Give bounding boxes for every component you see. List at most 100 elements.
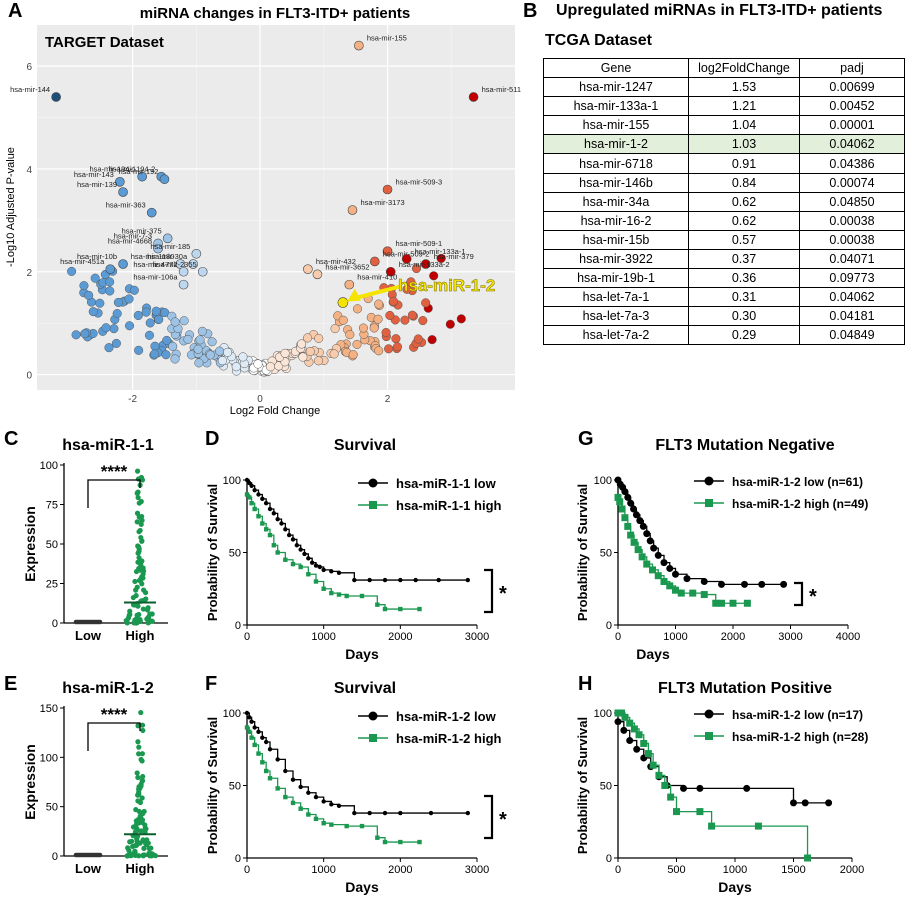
survival-point <box>700 591 708 599</box>
survival-point <box>636 517 644 525</box>
high-group-point <box>141 808 147 815</box>
high-group-point <box>127 608 133 614</box>
panel-letter-h: H <box>578 673 593 695</box>
high-group-point <box>139 817 146 823</box>
panel-letter-e: E <box>4 673 18 695</box>
high-group-point <box>136 820 142 826</box>
point-label: hsa-mir-194-1 <box>89 165 136 174</box>
x-category-label: High <box>126 628 155 643</box>
data-point <box>80 329 90 339</box>
y-tick-label: 0 <box>52 618 58 630</box>
panel-letter-f: F <box>205 673 218 695</box>
survival-point <box>249 735 254 740</box>
survival-point <box>428 810 434 816</box>
survival-point <box>336 592 342 597</box>
data-point <box>179 316 189 326</box>
survival-point <box>263 501 269 506</box>
y-axis-title: Probability of Survival <box>205 717 220 854</box>
survival-point <box>352 810 357 816</box>
survival-point <box>317 564 323 570</box>
point-label: hsa-mir-155 <box>367 34 407 43</box>
y-axis-title: Probability of Survival <box>575 484 590 621</box>
dotplot-title: hsa-miR-1-1 <box>62 437 154 454</box>
point-label: hsa-mir-509-1 <box>396 239 443 248</box>
labeled-data-point <box>347 205 358 215</box>
data-point <box>384 344 394 354</box>
point-label: hsa-mir-194-2 <box>109 165 156 174</box>
data-point <box>170 354 180 364</box>
survival-point <box>367 577 372 583</box>
survival-point <box>352 577 357 583</box>
table-cell: hsa-mir-146b <box>543 172 689 193</box>
y-tick-label: 6 <box>26 62 32 73</box>
survival-point <box>398 577 403 583</box>
survival-point <box>660 578 668 585</box>
y-tick-label: 100 <box>594 475 612 487</box>
point-label: hsa-mir-106a <box>133 273 178 282</box>
dotplot-mir-1-1: hsa-miR-1-1 0 25 50 75 100 Expression Low High **… <box>22 437 168 643</box>
survival-point <box>375 602 380 607</box>
data-point <box>265 362 276 372</box>
table-cell: 0.04062 <box>799 287 905 308</box>
survival-point <box>666 564 674 572</box>
survival-point <box>680 784 688 792</box>
point-label: hsa-mir-144 <box>10 85 50 94</box>
survival-point <box>286 532 292 538</box>
table-cell: 0.91 <box>688 153 800 174</box>
x-tick-label: 2 <box>385 394 391 405</box>
data-point <box>161 350 171 360</box>
data-point <box>374 299 384 309</box>
data-point <box>112 309 122 319</box>
labeled-data-point <box>118 187 128 197</box>
point-label: hsa-mir-4772 <box>133 260 177 269</box>
survival-point <box>382 606 388 612</box>
table-cell: 0.04071 <box>799 248 905 270</box>
survival-point <box>624 493 632 501</box>
high-group-point <box>138 709 144 716</box>
survival-point <box>294 543 300 548</box>
y-tick-label: 0 <box>26 371 32 382</box>
data-point <box>151 306 161 316</box>
x-tick-label: 0 <box>244 864 250 876</box>
table-header-row: Gene log2FoldChange padj <box>543 57 905 79</box>
y-tick-label: 0 <box>235 620 241 632</box>
survival-point <box>260 496 265 502</box>
point-label: hsa-mir-143 <box>74 170 114 179</box>
upregulated-mirna-table: Gene log2FoldChange padj hsa-mir-1247 1.53 0… <box>543 57 905 346</box>
table-cell: hsa-mir-1247 <box>543 77 689 98</box>
high-group-point <box>134 612 140 618</box>
survival-point <box>321 799 326 804</box>
data-point <box>298 352 308 362</box>
data-point <box>421 298 431 308</box>
high-group-point <box>135 489 141 495</box>
high-group-point <box>140 727 146 734</box>
labeled-data-point <box>105 264 116 274</box>
survival-point <box>801 799 809 807</box>
labeled-data-point <box>312 269 323 280</box>
survival-point <box>667 793 675 801</box>
significance-label: * <box>499 809 507 831</box>
survival-title: Survival <box>334 437 396 454</box>
x-category-label: High <box>126 861 155 876</box>
survival-point <box>614 493 622 501</box>
data-point <box>134 345 144 355</box>
survival-point <box>290 800 296 806</box>
labeled-data-point <box>137 171 147 182</box>
data-point <box>358 323 368 333</box>
survival-point <box>729 599 737 607</box>
survival-point <box>677 589 685 597</box>
high-group-point <box>137 527 143 534</box>
data-point <box>193 344 203 354</box>
high-group-point <box>134 468 141 474</box>
survival-point <box>275 757 280 762</box>
y-tick-label: 0 <box>235 853 241 865</box>
x-tick-label: 1000 <box>663 631 687 643</box>
survival-point <box>256 492 261 497</box>
high-group-point <box>139 751 145 757</box>
high-group-point <box>140 606 146 612</box>
survival-point <box>283 557 288 562</box>
significance-label: * <box>809 586 817 608</box>
